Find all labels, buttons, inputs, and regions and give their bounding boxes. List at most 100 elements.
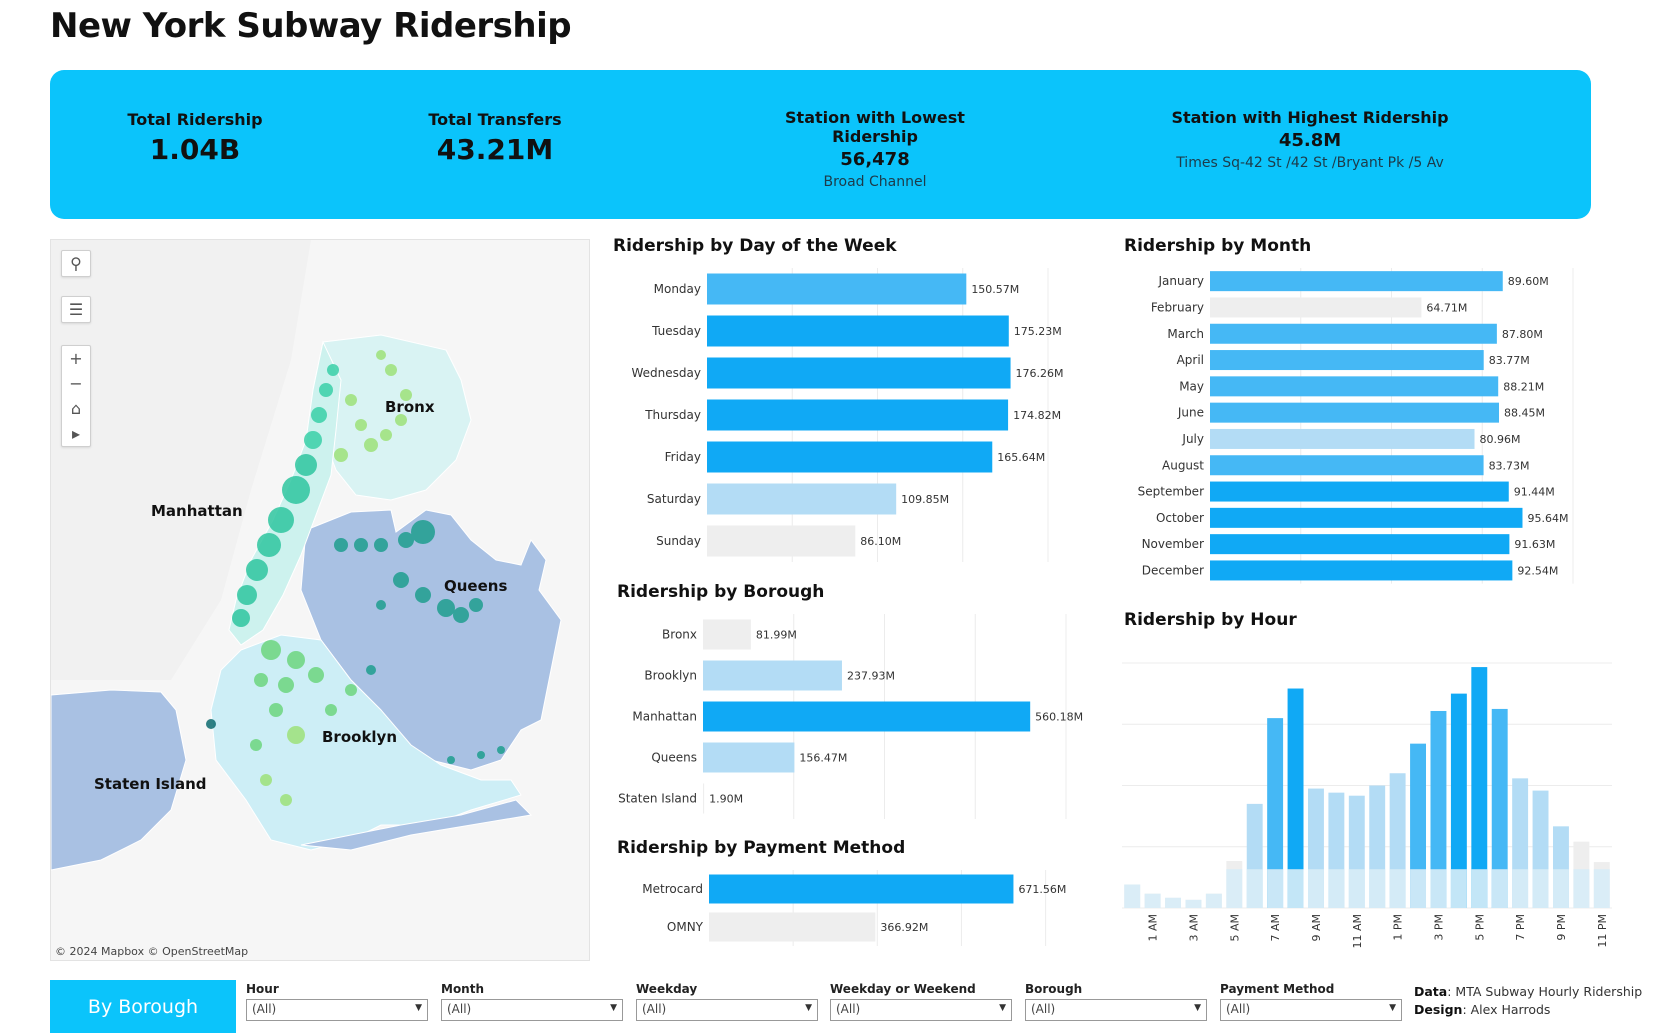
data-label: 165.64M — [997, 451, 1045, 464]
by-borough-tab[interactable]: By Borough — [50, 980, 236, 1033]
bar[interactable] — [707, 525, 856, 557]
map-canvas[interactable] — [51, 240, 590, 961]
bar[interactable] — [1267, 718, 1284, 908]
bar[interactable] — [707, 315, 1009, 347]
filter-borough-select[interactable]: (All) ▼ — [1025, 999, 1207, 1021]
bar-base-segment[interactable] — [1226, 869, 1243, 908]
bar[interactable] — [1210, 455, 1484, 476]
chevron-down-icon[interactable]: ▼ — [1194, 1003, 1201, 1013]
bar[interactable] — [703, 701, 1031, 732]
home-icon[interactable]: ⌂ — [70, 399, 82, 418]
chart-month[interactable]: January 89.60M February 64.71M March 87.80M Ap… — [1124, 268, 1614, 588]
bar-base-segment[interactable] — [1124, 884, 1141, 908]
chevron-down-icon[interactable]: ▼ — [415, 1003, 422, 1013]
bar[interactable] — [707, 483, 897, 515]
map-layers-control[interactable]: ☰ — [61, 296, 91, 323]
bar-base-segment[interactable] — [1593, 869, 1610, 908]
tick-label: 11 AM — [1351, 914, 1364, 949]
ridership-map[interactable]: Bronx Manhattan Queens Brooklyn Staten I… — [50, 239, 590, 961]
bar[interactable] — [1430, 710, 1447, 908]
bar-base-segment[interactable] — [1389, 869, 1406, 908]
category-label: Staten Island — [618, 792, 697, 806]
bar[interactable] — [1410, 743, 1427, 908]
bar[interactable] — [1210, 271, 1503, 292]
map-attribution[interactable]: © 2024 Mapbox © OpenStreetMap — [55, 945, 249, 958]
chart-weekday[interactable]: Monday 150.57M Tuesday 175.23M Wednesday 176.… — [613, 268, 1083, 568]
map-label-bronx: Bronx — [385, 398, 435, 416]
tick-label: 7 PM — [1514, 914, 1527, 941]
bar[interactable] — [1210, 428, 1475, 449]
bar-base-segment[interactable] — [1185, 899, 1202, 908]
bar[interactable] — [707, 399, 1009, 431]
bar-base-segment[interactable] — [1246, 869, 1263, 908]
bar-base-segment[interactable] — [1410, 869, 1427, 908]
layers-icon[interactable]: ☰ — [68, 300, 84, 319]
bar-base-segment[interactable] — [1532, 869, 1549, 908]
bar[interactable] — [707, 357, 1011, 389]
filter-payment-method-select[interactable]: (All) ▼ — [1220, 999, 1402, 1021]
bar-base-segment[interactable] — [1512, 869, 1529, 908]
chevron-down-icon[interactable]: ▼ — [610, 1003, 617, 1013]
bar-base-segment[interactable] — [1165, 897, 1182, 908]
chart-hour[interactable]: 1 AM 3 AM 5 AM 7 AM 9 AM 11 AM 1 PM 3 PM 5 PM 7 P… — [1118, 646, 1618, 949]
bar-base-segment[interactable] — [1491, 869, 1508, 908]
bar[interactable] — [703, 742, 795, 773]
bar-base-segment[interactable] — [1348, 869, 1365, 908]
filter-weekday-or-weekend-select[interactable]: (All) ▼ — [830, 999, 1012, 1021]
bar[interactable] — [709, 874, 1014, 904]
chart-title-payment: Ridership by Payment Method — [617, 838, 906, 858]
filter-label: Month — [441, 982, 485, 996]
bar-base-segment[interactable] — [1430, 869, 1447, 908]
bar-base-segment[interactable] — [1205, 893, 1222, 908]
bar[interactable] — [703, 619, 751, 650]
filter-value: (All) — [1226, 1002, 1251, 1016]
station-markers[interactable] — [206, 350, 505, 806]
bar[interactable] — [1450, 693, 1467, 908]
filter-month-select[interactable]: (All) ▼ — [441, 999, 623, 1021]
filter-hour-select[interactable]: (All) ▼ — [246, 999, 428, 1021]
bar-base-segment[interactable] — [1307, 869, 1324, 908]
bar[interactable] — [1210, 297, 1422, 318]
bar[interactable] — [1210, 481, 1509, 502]
bar[interactable] — [1210, 507, 1523, 528]
bar[interactable] — [1471, 667, 1488, 908]
chart-borough[interactable]: Bronx 81.99M Brooklyn 237.93M Manhattan 560.1… — [617, 614, 1087, 824]
bar[interactable] — [707, 273, 967, 305]
bar[interactable] — [1210, 402, 1499, 423]
bar[interactable] — [709, 912, 876, 942]
bar-base-segment[interactable] — [1328, 869, 1345, 908]
bar[interactable] — [1210, 560, 1513, 581]
bar[interactable] — [1210, 376, 1499, 397]
bar-base-segment[interactable] — [1450, 869, 1467, 908]
zoom-in-icon[interactable]: + — [69, 349, 83, 368]
zoom-out-icon[interactable]: − — [69, 374, 83, 393]
category-label: Bronx — [662, 628, 697, 642]
category-label: October — [1156, 511, 1204, 525]
bar[interactable] — [1287, 688, 1304, 908]
bar-base-segment[interactable] — [1267, 869, 1284, 908]
search-icon[interactable]: ⚲ — [70, 254, 82, 273]
bar-base-segment[interactable] — [1471, 869, 1488, 908]
data-credit-value: : MTA Subway Hourly Ridership — [1447, 984, 1643, 999]
bar-base-segment[interactable] — [1573, 869, 1590, 908]
bar-base-segment[interactable] — [1144, 893, 1161, 908]
chevron-down-icon[interactable]: ▼ — [999, 1003, 1006, 1013]
bar[interactable] — [703, 783, 705, 814]
kpi-station: Times Sq-42 St /42 St /Bryant Pk /5 Av — [1176, 155, 1444, 171]
bar[interactable] — [1210, 350, 1484, 371]
category-label: Queens — [651, 751, 697, 765]
bar-base-segment[interactable] — [1369, 869, 1386, 908]
chevron-down-icon[interactable]: ▼ — [805, 1003, 812, 1013]
bar-base-segment[interactable] — [1552, 869, 1569, 908]
chevron-down-icon[interactable]: ▼ — [1389, 1003, 1396, 1013]
bar-base-segment[interactable] — [1287, 869, 1304, 908]
map-search-control[interactable]: ⚲ — [61, 250, 91, 277]
filter-weekday-select[interactable]: (All) ▼ — [636, 999, 818, 1021]
play-icon[interactable]: ▸ — [71, 424, 81, 443]
bar[interactable] — [1491, 708, 1508, 908]
bar[interactable] — [1210, 534, 1510, 555]
chart-payment[interactable]: Metrocard 671.56M OMNY 366.92M — [617, 870, 1087, 960]
bar[interactable] — [1210, 323, 1497, 344]
bar[interactable] — [707, 441, 993, 473]
bar[interactable] — [703, 660, 842, 691]
